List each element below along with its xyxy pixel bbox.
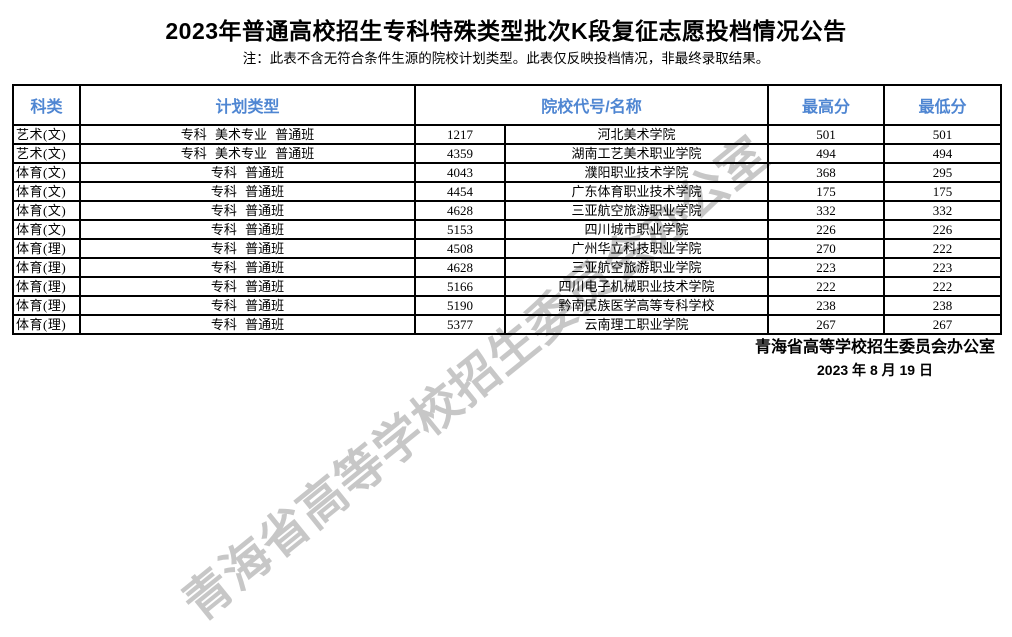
- cell-college-code: 4508: [414, 238, 506, 259]
- cell-college-code: 1217: [414, 124, 506, 145]
- cell-max-score: 222: [767, 276, 886, 297]
- table-body: 艺术(文) 专科 美术专业 普通班 1217 河北美术学院 501 501 艺术…: [12, 124, 1003, 335]
- cell-max-score: 175: [767, 181, 886, 202]
- table-row: 体育(理) 专科 普通班 5377 云南理工职业学院 267 267: [12, 314, 1003, 335]
- cell-category: 体育(理): [12, 295, 81, 316]
- table-row: 体育(文) 专科 普通班 5153 四川城市职业学院 226 226: [12, 219, 1003, 240]
- table-header-row: 科类 计划类型 院校代号/名称 最高分 最低分: [12, 84, 1003, 126]
- footer-org: 青海省高等学校招生委员会办公室: [754, 339, 995, 356]
- cell-plan-type: 专科 普通班: [79, 238, 416, 259]
- cell-college-name: 三亚航空旅游职业学院: [503, 200, 770, 221]
- cell-max-score: 238: [767, 295, 886, 316]
- cell-min-score: 223: [883, 257, 1003, 278]
- cell-max-score: 332: [767, 200, 886, 221]
- cell-category: 体育(文): [12, 162, 81, 183]
- cell-category: 体育(文): [12, 181, 81, 202]
- cell-college-code: 5377: [414, 314, 506, 335]
- cell-plan-type: 专科 普通班: [79, 181, 416, 202]
- cell-college-name: 三亚航空旅游职业学院: [503, 257, 770, 278]
- cell-college-code: 4454: [414, 181, 506, 202]
- cell-max-score: 267: [767, 314, 886, 335]
- cell-plan-type: 专科 普通班: [79, 162, 416, 183]
- cell-college-name: 云南理工职业学院: [503, 314, 770, 335]
- header-category: 科类: [12, 84, 81, 126]
- cell-max-score: 368: [767, 162, 886, 183]
- cell-college-name: 四川城市职业学院: [503, 219, 770, 240]
- cell-plan-type: 专科 普通班: [79, 219, 416, 240]
- page-title: 2023年普通高校招生专科特殊类型批次K段复征志愿投档情况公告: [165, 18, 847, 44]
- cell-category: 体育(文): [12, 219, 81, 240]
- cell-college-name: 黔南民族医学高等专科学校: [503, 295, 770, 316]
- cell-college-code: 5190: [414, 295, 506, 316]
- header-max-score: 最高分: [767, 84, 886, 126]
- cell-college-name: 广州华立科技职业学院: [503, 238, 770, 259]
- cell-max-score: 226: [767, 219, 886, 240]
- cell-plan-type: 专科 普通班: [79, 257, 416, 278]
- cell-plan-type: 专科 普通班: [79, 295, 416, 316]
- table-row: 体育(理) 专科 普通班 5190 黔南民族医学高等专科学校 238 238: [12, 295, 1003, 316]
- cell-category: 艺术(文): [12, 124, 81, 145]
- header-min-score: 最低分: [883, 84, 1003, 126]
- cell-plan-type: 专科 普通班: [79, 276, 416, 297]
- cell-college-code: 4628: [414, 257, 506, 278]
- table-header: 科类 计划类型 院校代号/名称 最高分 最低分: [12, 84, 1003, 126]
- table-row: 艺术(文) 专科 美术专业 普通班 4359 湖南工艺美术职业学院 494 49…: [12, 143, 1003, 164]
- cell-min-score: 222: [883, 276, 1003, 297]
- admission-table: 科类 计划类型 院校代号/名称 最高分 最低分 艺术(文) 专科 美术专业 普通…: [12, 84, 1003, 335]
- cell-min-score: 267: [883, 314, 1003, 335]
- cell-min-score: 222: [883, 238, 1003, 259]
- cell-plan-type: 专科 美术专业 普通班: [79, 143, 416, 164]
- cell-max-score: 501: [767, 124, 886, 145]
- table-row: 体育(文) 专科 普通班 4043 濮阳职业技术学院 368 295: [12, 162, 1003, 183]
- cell-college-code: 4359: [414, 143, 506, 164]
- cell-category: 体育(理): [12, 276, 81, 297]
- cell-max-score: 494: [767, 143, 886, 164]
- cell-college-name: 广东体育职业技术学院: [503, 181, 770, 202]
- cell-max-score: 270: [767, 238, 886, 259]
- cell-college-name: 湖南工艺美术职业学院: [503, 143, 770, 164]
- cell-min-score: 238: [883, 295, 1003, 316]
- footer: 青海省高等学校招生委员会办公室 2023 年 8 月 19 日: [750, 333, 1000, 380]
- table-row: 艺术(文) 专科 美术专业 普通班 1217 河北美术学院 501 501: [12, 124, 1003, 145]
- cell-college-code: 5153: [414, 219, 506, 240]
- table-row: 体育(文) 专科 普通班 4628 三亚航空旅游职业学院 332 332: [12, 200, 1003, 221]
- cell-plan-type: 专科 普通班: [79, 200, 416, 221]
- cell-min-score: 501: [883, 124, 1003, 145]
- cell-college-code: 4628: [414, 200, 506, 221]
- cell-college-code: 5166: [414, 276, 506, 297]
- table-row: 体育(理) 专科 普通班 4508 广州华立科技职业学院 270 222: [12, 238, 1003, 259]
- cell-max-score: 223: [767, 257, 886, 278]
- cell-category: 体育(理): [12, 238, 81, 259]
- cell-category: 体育(文): [12, 200, 81, 221]
- table-row: 体育(理) 专科 普通班 5166 四川电子机械职业技术学院 222 222: [12, 276, 1003, 297]
- cell-min-score: 332: [883, 200, 1003, 221]
- cell-min-score: 226: [883, 219, 1003, 240]
- cell-plan-type: 专科 普通班: [79, 314, 416, 335]
- cell-min-score: 295: [883, 162, 1003, 183]
- cell-plan-type: 专科 美术专业 普通班: [79, 124, 416, 145]
- cell-college-name: 濮阳职业技术学院: [503, 162, 770, 183]
- cell-category: 体育(理): [12, 257, 81, 278]
- footer-date: 2023 年 8 月 19 日: [817, 362, 933, 378]
- page-note: 注：此表不含无符合条件生源的院校计划类型。此表仅反映投档情况，非最终录取结果。: [242, 51, 770, 66]
- table-row: 体育(文) 专科 普通班 4454 广东体育职业技术学院 175 175: [12, 181, 1003, 202]
- cell-college-name: 四川电子机械职业技术学院: [503, 276, 770, 297]
- cell-college-code: 4043: [414, 162, 506, 183]
- cell-min-score: 494: [883, 143, 1003, 164]
- header-college: 院校代号/名称: [413, 84, 770, 126]
- cell-category: 艺术(文): [12, 143, 81, 164]
- table-row: 体育(理) 专科 普通班 4628 三亚航空旅游职业学院 223 223: [12, 257, 1003, 278]
- cell-category: 体育(理): [12, 314, 81, 335]
- cell-min-score: 175: [883, 181, 1003, 202]
- header-plan-type: 计划类型: [79, 84, 416, 126]
- cell-college-name: 河北美术学院: [503, 124, 770, 145]
